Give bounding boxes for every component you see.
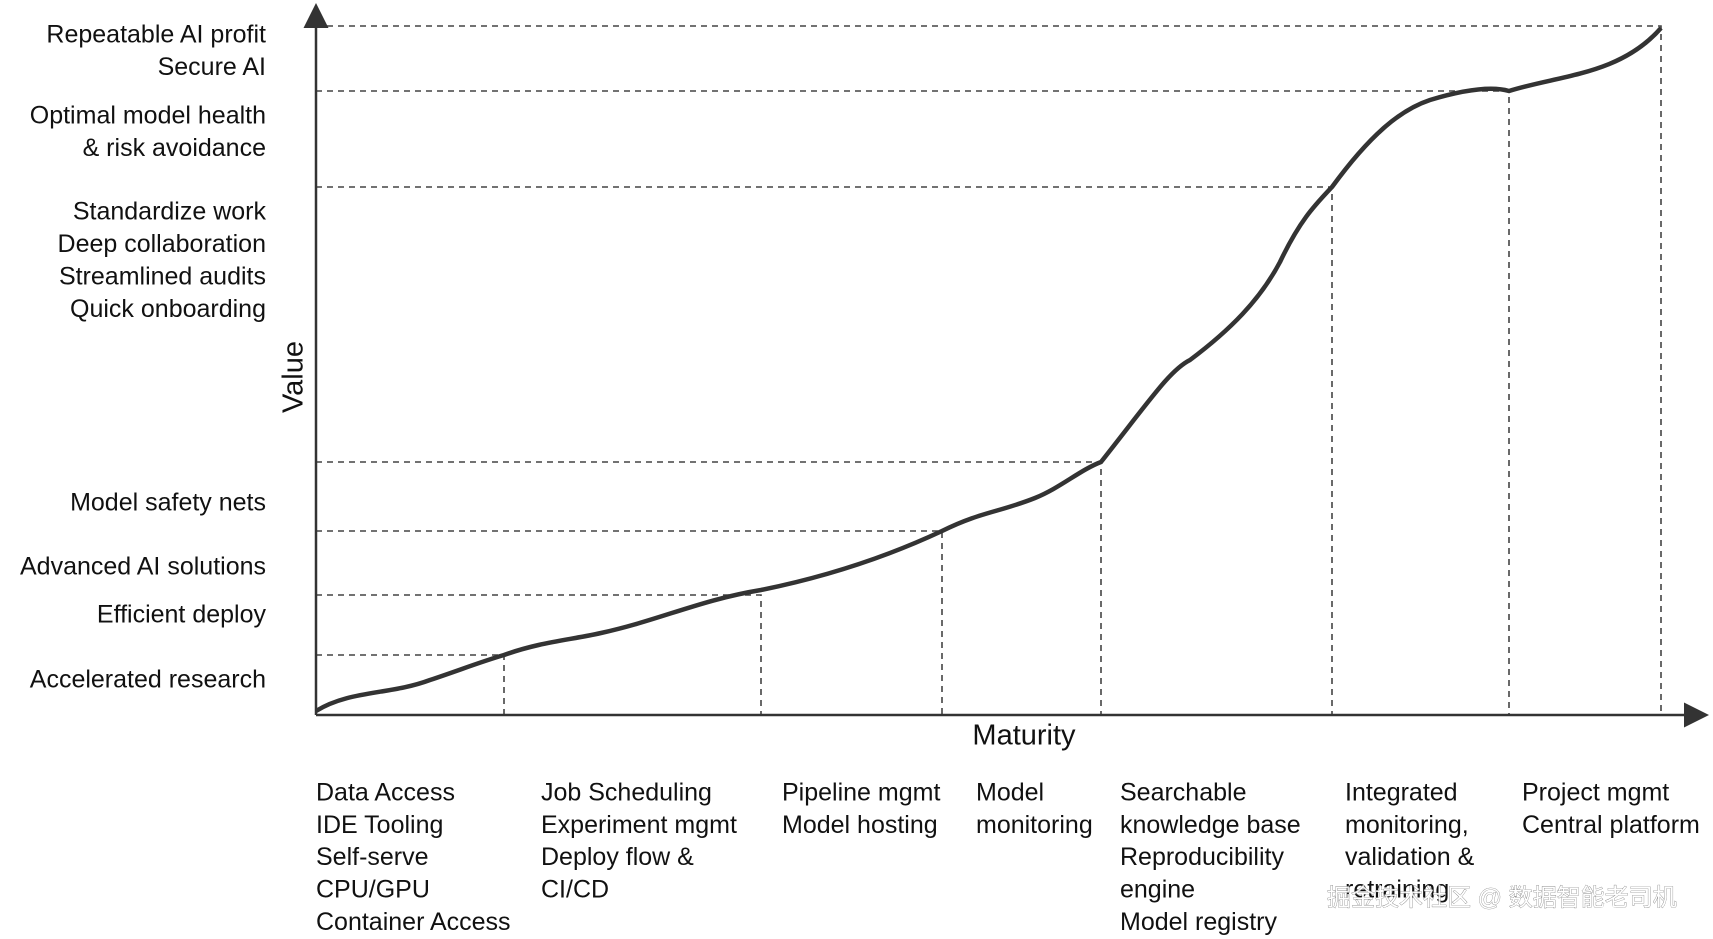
- stage-label: Pipeline mgmt: [782, 779, 940, 807]
- stage-label: Model: [976, 779, 1044, 807]
- stage-label: Experiment mgmt: [541, 811, 737, 839]
- value-label: Secure AI: [158, 53, 266, 81]
- value-label: Model safety nets: [70, 489, 266, 517]
- stage-label: Container Access: [316, 908, 511, 936]
- stage-label: Integrated: [1345, 779, 1458, 807]
- stage-label: engine: [1120, 876, 1195, 904]
- value-label: Standardize work: [73, 198, 267, 226]
- stage-label: Reproducibility: [1120, 843, 1284, 871]
- value-label: Optimal model health: [30, 102, 266, 130]
- stage-label: Model hosting: [782, 811, 938, 839]
- watermark: 掘金技术社区 @ 数据智能老司机: [1327, 884, 1677, 911]
- y-axis-title: Value: [278, 341, 310, 413]
- stage-label: Searchable: [1120, 779, 1246, 807]
- stage-label: knowledge base: [1120, 811, 1301, 839]
- stage-label: monitoring: [976, 811, 1093, 839]
- x-axis-title: Maturity: [972, 720, 1076, 752]
- stage-label: Deploy flow &: [541, 843, 694, 871]
- stage-label: Self-serve: [316, 843, 429, 871]
- stage-label: CI/CD: [541, 876, 609, 904]
- stage-label: CPU/GPU: [316, 876, 430, 904]
- stage-label: Project mgmt: [1522, 779, 1669, 807]
- stage-label: validation &: [1345, 843, 1475, 871]
- value-label: Deep collaboration: [58, 230, 266, 258]
- value-label: & risk avoidance: [83, 134, 266, 162]
- stage-label: retraining: [1345, 876, 1449, 904]
- value-label: Accelerated research: [30, 666, 266, 694]
- guide-lines: [316, 25, 1662, 715]
- value-label: Efficient deploy: [97, 601, 267, 629]
- stage-label: Model registry: [1120, 908, 1277, 936]
- stage-label: IDE Tooling: [316, 811, 443, 839]
- labels: Repeatable AI profit Secure AI Optimal mod…: [20, 21, 1700, 936]
- stage-label: Central platform: [1522, 811, 1700, 839]
- stage-label: Job Scheduling: [541, 779, 712, 807]
- value-label: Repeatable AI profit: [46, 21, 266, 49]
- value-label: Advanced AI solutions: [20, 553, 266, 581]
- value-label: Quick onboarding: [70, 295, 266, 323]
- stage-label: Data Access: [316, 779, 455, 807]
- stage-label: monitoring,: [1345, 811, 1469, 839]
- value-label: Streamlined audits: [59, 263, 266, 291]
- value-curve: [314, 26, 1663, 713]
